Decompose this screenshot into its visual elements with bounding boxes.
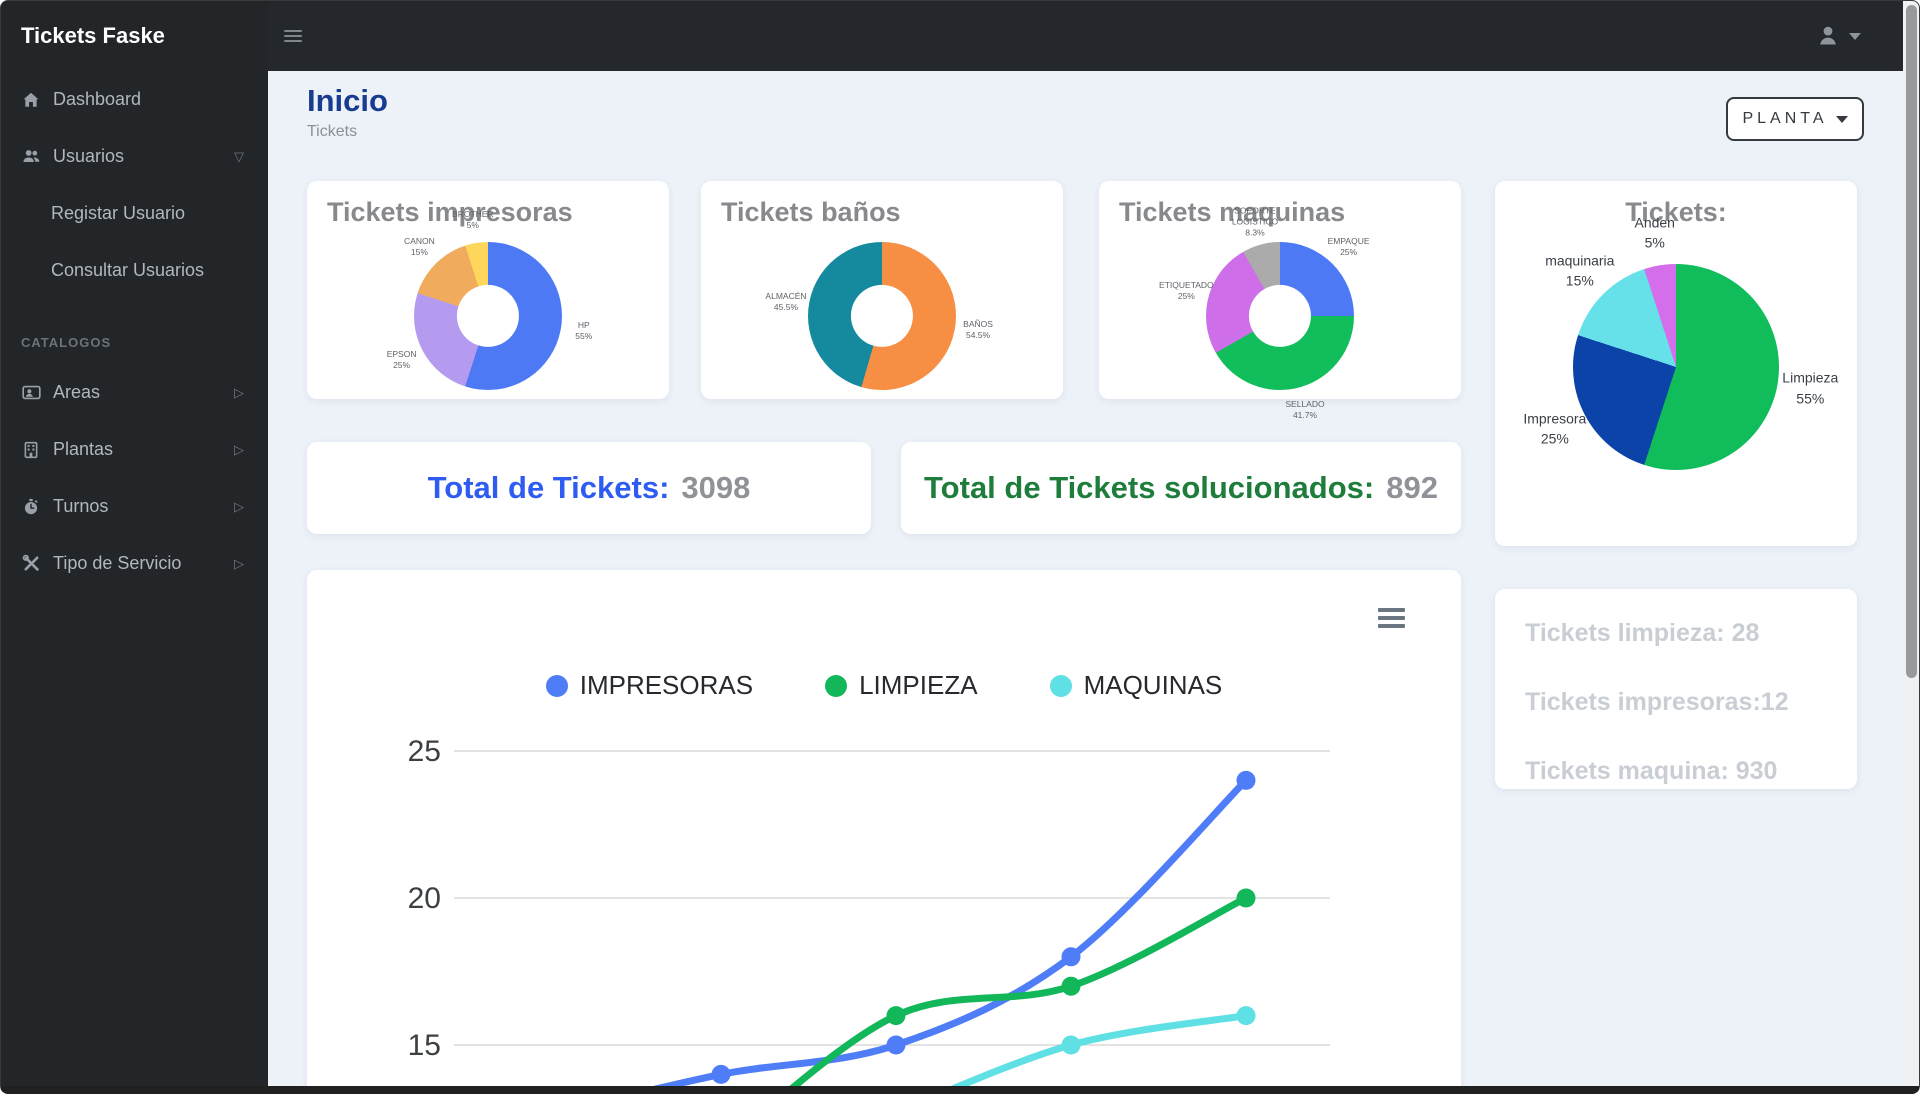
id-card-icon xyxy=(21,383,41,403)
donut-chart-maquinas: EMPAQUE 25% SELLADO 41.7% ETIQUETADO 25% SOPOR… xyxy=(1159,206,1369,420)
sidebar-item-label: Plantas xyxy=(53,439,114,459)
scrollbar-thumb[interactable] xyxy=(1905,5,1917,678)
legend-label: LIMPIEZA xyxy=(859,670,978,700)
donut-chart-banos: BAÑOS 54.5% ALMACÉN 45.5% xyxy=(765,242,993,390)
slice-label: ALMACÉN 45.5% xyxy=(765,291,807,313)
slice-label: EPSON 25% xyxy=(386,348,417,371)
total-solved-value: 892 xyxy=(1386,470,1438,505)
slice-label: maquinaria 15% xyxy=(1545,252,1615,289)
card-title: Tickets maquinas xyxy=(1119,197,1346,227)
card-title: Tickets: xyxy=(1625,197,1727,227)
planta-button-label: PLANTA xyxy=(1742,110,1828,127)
sidebar-nav: Dashboard Usuarios ▽ Registar Usuario Co… xyxy=(1,71,268,592)
card-tickets-maquinas: Tickets maquinas EMPAQUE 25% SELLADO 41.7% E… xyxy=(1099,181,1461,420)
slice-label: SOPORTE LOGISTICO 8.3% xyxy=(1231,205,1279,238)
legend-dot xyxy=(1049,674,1072,697)
legend-dot xyxy=(545,674,568,697)
sidebar-item-areas[interactable]: Areas ▷ xyxy=(1,364,268,421)
topbar xyxy=(268,1,1903,71)
card-tickets-impresoras: Tickets impresoras HP 55% EPSON 25% CANON 15%… xyxy=(307,181,669,399)
slice-label: Impresora 25% xyxy=(1523,410,1587,447)
chart-menu-icon[interactable] xyxy=(1378,604,1405,632)
legend-label: IMPRESORAS xyxy=(579,670,754,700)
page-title: Inicio xyxy=(307,83,388,118)
legend-item-limpieza[interactable]: LIMPIEZA xyxy=(825,670,978,701)
pie-chart-tickets: Limpieza 55% Impresora 25% maquinaria 15% Ande… xyxy=(1523,214,1838,470)
sidebar-section-catalogos: CATALOGOS xyxy=(21,335,112,350)
sidebar-item-label: Turnos xyxy=(53,496,109,516)
sidebar-item-turnos[interactable]: Turnos ▷ xyxy=(1,478,268,535)
sidebar: Tickets Faske Dashboard Usuarios ▽ Regis… xyxy=(1,1,268,1086)
scrollbar xyxy=(1903,1,1919,1086)
legend-label: MAQUINAS xyxy=(1083,670,1223,700)
svg-text:25: 25 xyxy=(408,735,441,768)
card-side-stats: Tickets limpieza: 28 Tickets impresoras:… xyxy=(1495,589,1857,789)
chevron-right-icon: ▷ xyxy=(234,384,244,400)
stopwatch-icon xyxy=(21,497,41,517)
slice-label: HP 55% xyxy=(575,320,593,342)
sidebar-item-dashboard[interactable]: Dashboard xyxy=(1,71,268,128)
chevron-right-icon: ▷ xyxy=(234,498,244,514)
stat-tickets-limpieza: Tickets limpieza: 28 xyxy=(1525,619,1760,647)
chevron-down-icon: ▽ xyxy=(234,148,244,164)
slice-label: CANON 15% xyxy=(404,236,435,258)
card-total-tickets: Total de Tickets: 3098 xyxy=(307,442,871,534)
user-menu[interactable] xyxy=(1815,23,1861,49)
card-tickets-pie: Tickets: Limpieza 55% Impresora 25% maquinar… xyxy=(1495,181,1857,546)
svg-text:20: 20 xyxy=(408,882,441,915)
breadcrumb: Tickets xyxy=(307,123,358,140)
card-total-solucionados: Total de Tickets solucionados: 892 xyxy=(901,442,1461,534)
stat-tickets-maquina: Tickets maquina: 930 xyxy=(1525,757,1778,785)
caret-down-icon xyxy=(1835,115,1848,123)
legend-dot xyxy=(825,674,848,697)
person-icon xyxy=(1815,23,1841,49)
total-solved-label: Total de Tickets solucionados: xyxy=(924,470,1375,505)
total-tickets-label: Total de Tickets: xyxy=(427,470,670,505)
card-tickets-banos: Tickets baños BAÑOS 54.5% ALMACÉN 45.5% xyxy=(701,181,1063,399)
sidebar-item-label: Tipo de Servicio xyxy=(53,553,182,573)
sidebar-item-plantas[interactable]: Plantas ▷ xyxy=(1,421,268,478)
sidebar-item-usuarios[interactable]: Usuarios ▽ xyxy=(1,128,268,185)
slice-label: BROTHER 5% xyxy=(452,209,494,231)
chevron-right-icon: ▷ xyxy=(234,555,244,571)
sidebar-item-consultar-usuarios[interactable]: Consultar Usuarios xyxy=(51,260,205,280)
caret-down-icon xyxy=(1849,32,1861,40)
sidebar-item-label: Dashboard xyxy=(53,89,142,109)
menu-toggle-icon[interactable] xyxy=(284,27,302,45)
building-icon xyxy=(21,440,41,460)
card-title: Tickets impresoras xyxy=(327,197,573,227)
app-title: Tickets Faske xyxy=(21,23,165,48)
sidebar-item-label: Areas xyxy=(53,382,101,402)
chart-legend: IMPRESORAS LIMPIEZA MAQUINAS xyxy=(307,670,1461,701)
card-line-chart: IMPRESORAS LIMPIEZA MAQUINAS 25 20 15 xyxy=(307,570,1461,1086)
total-tickets-value: 3098 xyxy=(681,470,751,505)
svg-text:15: 15 xyxy=(408,1029,441,1062)
donut-chart-impresoras: HP 55% EPSON 25% CANON 15% BROTHER 5% xyxy=(387,209,592,390)
tools-icon xyxy=(21,554,41,574)
slice-label: Limpieza 55% xyxy=(1782,369,1839,407)
sidebar-item-label: Usuarios xyxy=(53,146,125,166)
main-content: Inicio Tickets PLANTA Tickets impresoras… xyxy=(268,71,1903,1086)
chevron-right-icon: ▷ xyxy=(234,441,244,457)
slice-label: Anden 5% xyxy=(1634,214,1675,251)
slice-label: BAÑOS 54.5% xyxy=(963,318,993,340)
sidebar-item-registar-usuario[interactable]: Registar Usuario xyxy=(51,203,186,223)
legend-item-impresoras[interactable]: IMPRESORAS xyxy=(545,670,754,701)
slice-label: EMPAQUE 25% xyxy=(1327,236,1370,258)
legend-item-maquinas[interactable]: MAQUINAS xyxy=(1049,670,1223,701)
slice-label: SELLADO 41.7% xyxy=(1285,398,1325,420)
stat-tickets-impresoras: Tickets impresoras:12 xyxy=(1525,688,1789,716)
users-icon xyxy=(21,147,41,167)
page-header: Inicio Tickets xyxy=(307,83,388,141)
planta-dropdown-button[interactable]: PLANTA xyxy=(1726,97,1864,141)
home-icon xyxy=(21,90,41,110)
line-chart-svg: 25 20 15 xyxy=(408,735,1330,1086)
card-title: Tickets baños xyxy=(721,197,901,227)
sidebar-item-tipo-de-servicio[interactable]: Tipo de Servicio ▷ xyxy=(1,535,268,592)
slice-label: ETIQUETADO 25% xyxy=(1159,279,1214,301)
